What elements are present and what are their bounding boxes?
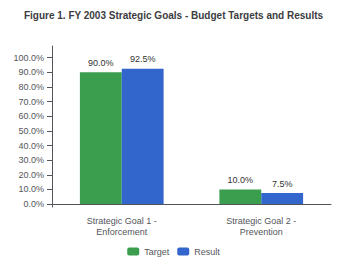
svg-text:80.0%: 80.0% [18,82,44,92]
svg-text:0.0%: 0.0% [23,199,44,209]
svg-text:20.0%: 20.0% [18,170,44,180]
svg-text:Prevention: Prevention [240,227,283,237]
svg-text:60.0%: 60.0% [18,111,44,121]
svg-text:90.0%: 90.0% [18,67,44,77]
svg-text:90.0%: 90.0% [88,58,114,68]
svg-text:Result: Result [194,247,220,257]
svg-text:7.5%: 7.5% [272,179,293,189]
svg-text:100.0%: 100.0% [13,53,44,63]
svg-text:92.5%: 92.5% [130,54,156,64]
svg-text:40.0%: 40.0% [18,141,44,151]
svg-text:Figure 1. FY 2003 Strategic Go: Figure 1. FY 2003 Strategic Goals - Budg… [24,10,324,21]
svg-text:Strategic Goal 2 -: Strategic Goal 2 - [226,216,296,226]
svg-text:10.0%: 10.0% [18,184,44,194]
svg-text:Enforcement: Enforcement [96,227,148,237]
svg-text:70.0%: 70.0% [18,97,44,107]
svg-text:Target: Target [144,247,170,257]
svg-text:10.0%: 10.0% [228,175,254,185]
svg-text:50.0%: 50.0% [18,126,44,136]
svg-text:30.0%: 30.0% [18,155,44,165]
svg-text:Strategic Goal 1 -: Strategic Goal 1 - [87,216,157,226]
